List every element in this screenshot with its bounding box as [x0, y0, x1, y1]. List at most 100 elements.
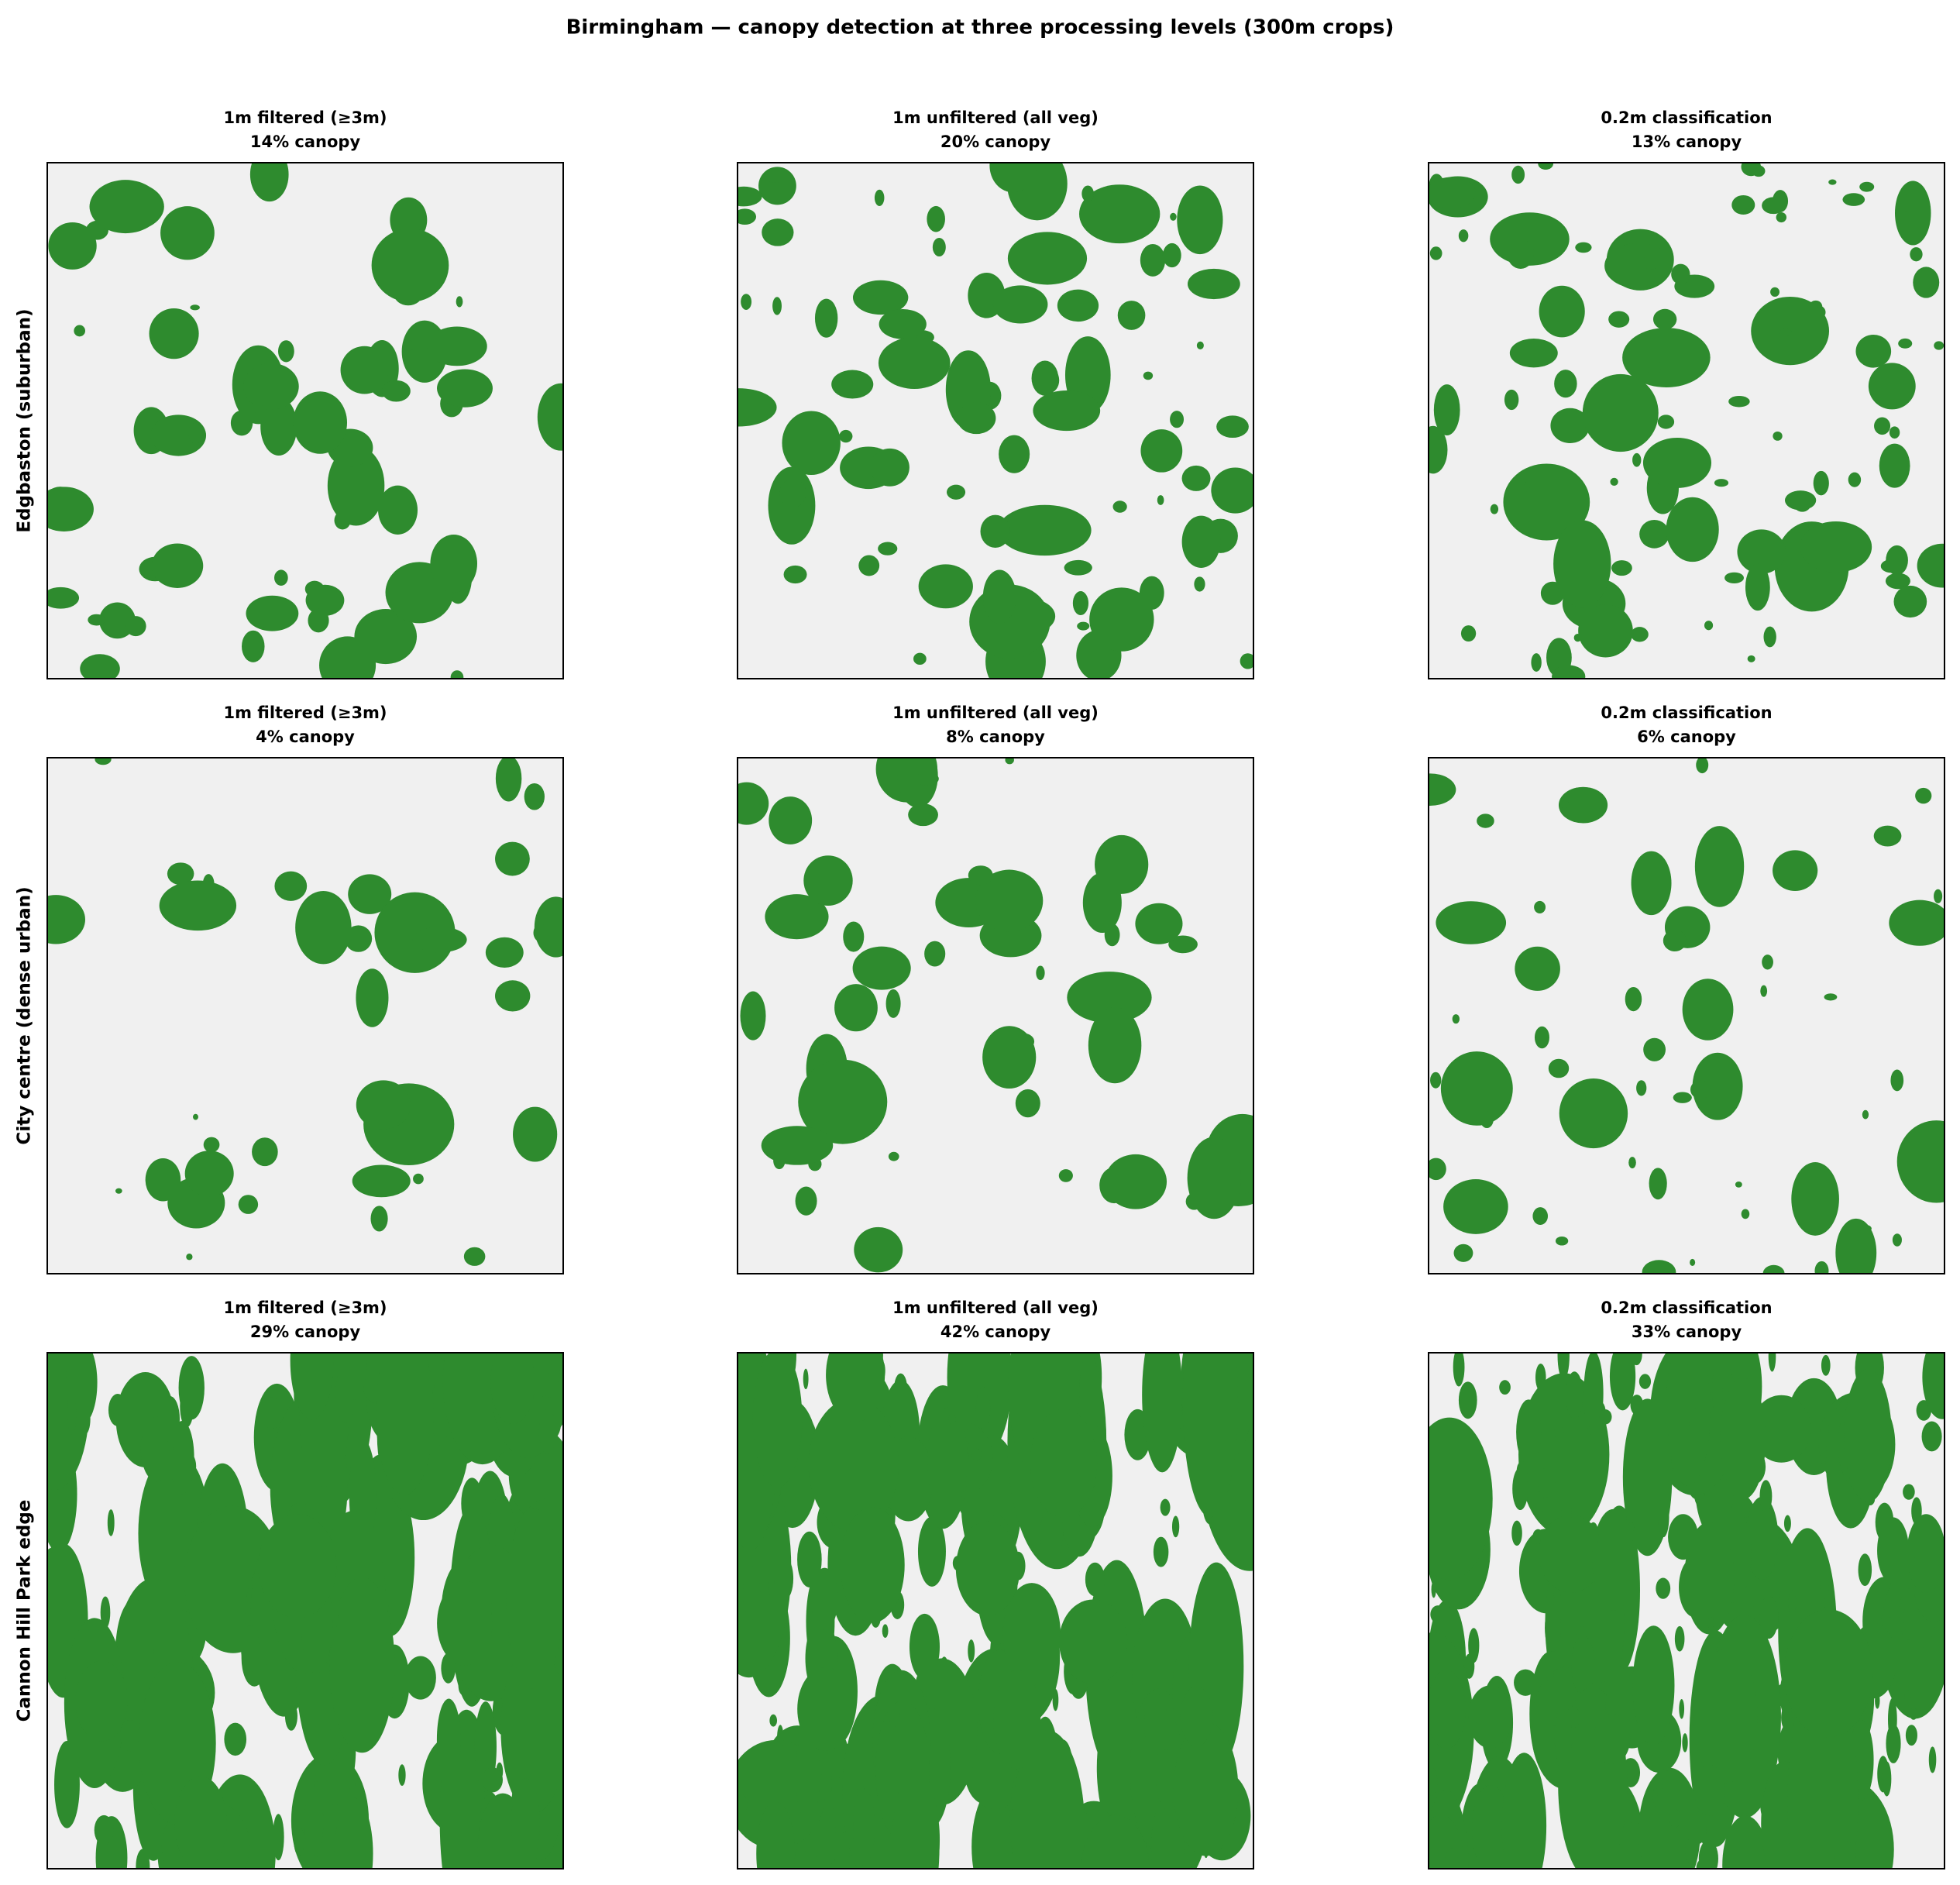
canopy-blob	[1173, 1722, 1239, 1856]
canopy-blob	[1622, 328, 1711, 388]
canopy-blob	[352, 1164, 411, 1198]
canopy-blob	[999, 435, 1030, 473]
canopy-blob	[1196, 341, 1204, 350]
canopy-layer	[47, 758, 563, 1266]
row-label: City centre (dense urban)	[15, 886, 35, 1144]
canopy-blob	[1515, 946, 1560, 991]
canopy-blob	[1460, 625, 1477, 642]
canopy-blob	[772, 297, 782, 315]
canopy-blob	[1559, 800, 1570, 809]
canopy-blob	[1882, 1761, 1892, 1797]
canopy-blob	[1072, 591, 1089, 616]
canopy-blob	[1430, 1071, 1442, 1089]
canopy-blob	[834, 984, 878, 1032]
canopy-blob	[1642, 437, 1712, 488]
canopy-blob	[1859, 181, 1875, 192]
canopy-blob	[356, 1080, 411, 1130]
canopy-blob	[1088, 1007, 1142, 1084]
figure-title: Birmingham — canopy detection at three p…	[566, 16, 1394, 40]
canopy-blob	[1458, 229, 1469, 243]
canopy-blob	[1039, 367, 1060, 394]
canopy-blob	[1140, 429, 1183, 473]
panel-canopy: 14% canopy	[250, 132, 361, 151]
canopy-blob	[1571, 1635, 1595, 1696]
panel-frame	[46, 1352, 564, 1870]
canopy-blob	[1503, 463, 1590, 541]
canopy-blob	[1566, 1371, 1583, 1419]
canopy-blob	[107, 1509, 115, 1536]
canopy-blob	[170, 1420, 194, 1495]
canopy-blob	[1443, 1179, 1508, 1234]
canopy-blob	[1511, 1520, 1522, 1546]
canopy-blob	[1609, 1353, 1636, 1411]
canopy-blob	[853, 1788, 875, 1866]
canopy-blob	[1538, 163, 1554, 170]
canopy-blob	[908, 803, 938, 827]
canopy-blob	[1735, 1181, 1742, 1188]
canopy-blob	[1429, 425, 1448, 474]
canopy-blob	[1694, 1764, 1725, 1816]
canopy-blob	[1844, 1368, 1892, 1503]
canopy-blob	[1501, 1753, 1547, 1869]
canopy-blob	[769, 1714, 778, 1727]
canopy-blob	[932, 237, 946, 257]
canopy-blob	[1559, 1078, 1628, 1149]
row-label: Cannon Hill Park edge	[15, 1500, 35, 1722]
panel-frame	[46, 757, 564, 1274]
canopy-blob	[1604, 243, 1673, 289]
canopy-blob	[1666, 497, 1719, 562]
canopy-blob	[1671, 263, 1690, 285]
canopy-blob	[1553, 1587, 1561, 1599]
canopy-blob	[1554, 1706, 1573, 1768]
canopy-blob	[1679, 1699, 1685, 1719]
canopy-blob	[1429, 246, 1442, 260]
canopy-blob	[1720, 1378, 1766, 1500]
canopy-blob	[145, 1157, 181, 1202]
canopy-blob	[1512, 1467, 1528, 1511]
canopy-blob	[1890, 1069, 1904, 1092]
canopy-blob	[1903, 1543, 1915, 1573]
canopy-blob	[1511, 165, 1525, 184]
canopy-blob	[982, 1026, 1037, 1089]
canopy-blob	[740, 991, 766, 1041]
canopy-blob	[482, 1767, 504, 1793]
canopy-blob	[151, 543, 204, 588]
canopy-blob	[1030, 1409, 1098, 1518]
panel-method: 1m filtered (≥3m)	[223, 1299, 387, 1317]
canopy-blob	[1868, 363, 1916, 410]
canopy-blob	[1784, 1609, 1873, 1738]
canopy-blob	[115, 1188, 122, 1194]
canopy-blob	[524, 783, 545, 810]
canopy-blob	[1558, 786, 1608, 824]
canopy-blob	[1177, 185, 1223, 255]
canopy-blob	[1507, 239, 1535, 269]
canopy-blob	[1499, 1380, 1511, 1395]
canopy-blob	[1002, 1583, 1061, 1686]
canopy-blob	[1903, 1484, 1915, 1500]
canopy-blob	[803, 855, 853, 906]
canopy-blob	[243, 363, 299, 410]
canopy-blob	[1453, 1353, 1465, 1387]
canopy-blob	[192, 1113, 198, 1120]
canopy-blob	[1561, 1499, 1572, 1531]
canopy-blob	[1731, 194, 1755, 215]
canopy-blob	[1762, 1264, 1785, 1274]
canopy-blob	[115, 1598, 154, 1705]
canopy-blob	[1514, 1669, 1538, 1696]
canopy-blob	[888, 1151, 899, 1161]
canopy-blob	[1157, 495, 1164, 505]
canopy-blob	[342, 1353, 367, 1400]
canopy-blob	[1582, 373, 1659, 452]
canopy-blob	[1067, 972, 1152, 1023]
canopy-blob	[1081, 1814, 1150, 1869]
canopy-blob	[1884, 1599, 1896, 1618]
canopy-blob	[1033, 390, 1101, 432]
panel-canopy: 8% canopy	[946, 728, 1045, 746]
canopy-blob	[1636, 1080, 1647, 1096]
panel-frame	[737, 757, 1254, 1274]
canopy-blob	[1788, 1590, 1797, 1615]
canopy-blob	[1429, 1157, 1446, 1181]
canopy-blob	[327, 445, 385, 526]
canopy-blob	[1907, 1514, 1945, 1594]
canopy-blob	[224, 1722, 247, 1756]
